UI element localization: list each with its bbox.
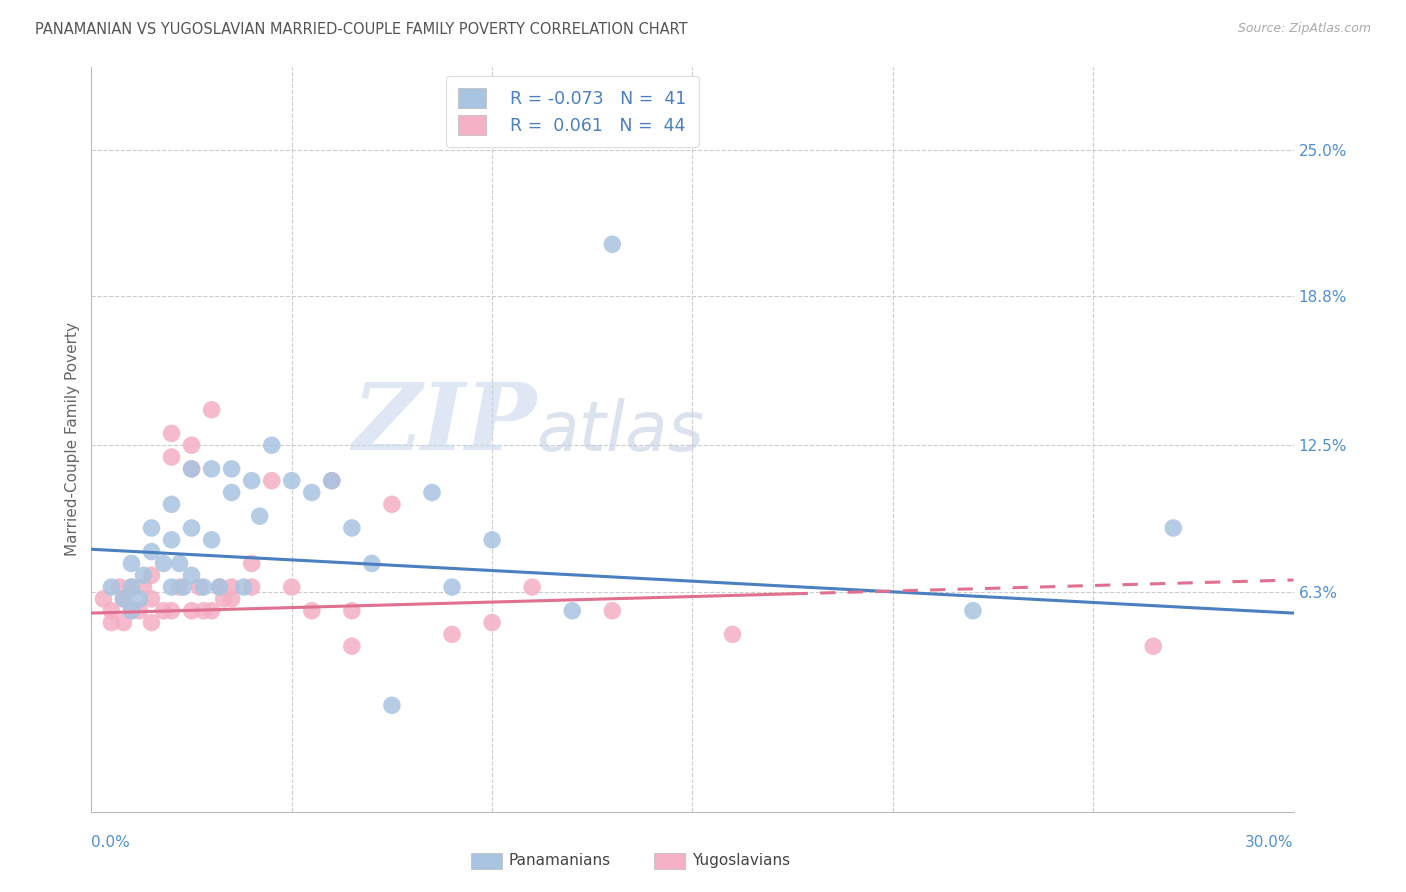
Point (420, 485, 443, 500)
Point (340, 604, 363, 618)
Point (340, 521, 363, 535)
Point (249, 509, 271, 524)
Point (208, 580, 231, 594)
Text: Yugoslavians: Yugoslavians (692, 854, 790, 868)
Text: 30.0%: 30.0% (1246, 836, 1294, 850)
Point (108, 580, 131, 594)
Point (160, 450, 183, 464)
Point (201, 604, 224, 618)
Point (180, 438, 202, 452)
Point (301, 485, 323, 500)
Text: PANAMANIAN VS YUGOSLAVIAN MARRIED-COUPLE FAMILY POVERTY CORRELATION CHART: PANAMANIAN VS YUGOSLAVIAN MARRIED-COUPLE… (35, 22, 688, 37)
Point (132, 580, 155, 594)
Point (180, 604, 202, 618)
Text: ZIP: ZIP (352, 379, 536, 469)
Point (141, 591, 163, 606)
Point (962, 604, 984, 618)
Point (121, 580, 143, 594)
Point (602, 604, 624, 618)
Point (152, 604, 174, 618)
Point (169, 557, 191, 571)
Point (440, 627, 463, 641)
Text: atlas: atlas (536, 399, 704, 466)
Point (160, 426, 183, 441)
Point (121, 557, 143, 571)
Point (100, 615, 122, 630)
Point (121, 604, 143, 618)
Point (160, 604, 183, 618)
Point (208, 580, 231, 594)
Point (381, 698, 404, 713)
Point (141, 568, 163, 582)
Point (180, 462, 202, 476)
Point (721, 627, 744, 641)
Legend:   R = -0.073   N =  41,   R =  0.061   N =  44: R = -0.073 N = 41, R = 0.061 N = 44 (446, 76, 699, 147)
Point (522, 580, 544, 594)
Point (481, 533, 503, 547)
Text: Source: ZipAtlas.com: Source: ZipAtlas.com (1237, 22, 1371, 36)
Point (112, 591, 135, 606)
Point (193, 604, 215, 618)
Point (1142, 639, 1164, 653)
Text: Panamanians: Panamanians (509, 854, 612, 868)
Point (281, 474, 304, 488)
Point (260, 474, 283, 488)
Point (440, 580, 463, 594)
Point (381, 497, 404, 511)
Point (193, 580, 215, 594)
Point (160, 497, 183, 511)
Point (201, 402, 224, 417)
Point (169, 580, 191, 594)
Point (221, 580, 243, 594)
Point (602, 237, 624, 252)
Point (561, 604, 583, 618)
Y-axis label: Married-Couple Family Poverty: Married-Couple Family Poverty (65, 322, 80, 557)
Point (240, 474, 263, 488)
Point (481, 615, 503, 630)
Point (180, 462, 202, 476)
Point (93, 591, 115, 606)
Point (128, 591, 150, 606)
Point (1163, 521, 1185, 535)
Point (141, 544, 163, 558)
Point (240, 557, 263, 571)
Point (188, 580, 211, 594)
Point (201, 533, 224, 547)
Point (100, 604, 122, 618)
Point (180, 521, 202, 535)
Point (132, 568, 155, 582)
Point (121, 604, 143, 618)
Point (141, 521, 163, 535)
Point (221, 485, 243, 500)
Point (321, 474, 343, 488)
Point (301, 604, 323, 618)
Point (340, 639, 363, 653)
Point (232, 580, 254, 594)
Point (173, 580, 195, 594)
Point (240, 580, 263, 594)
Point (112, 591, 135, 606)
Point (152, 557, 174, 571)
Point (221, 591, 243, 606)
Point (180, 568, 202, 582)
Point (128, 604, 150, 618)
Point (212, 591, 235, 606)
Point (201, 462, 224, 476)
Point (141, 615, 163, 630)
Text: 0.0%: 0.0% (91, 836, 131, 850)
Point (281, 580, 304, 594)
Point (112, 615, 135, 630)
Point (221, 462, 243, 476)
Point (260, 438, 283, 452)
Point (160, 533, 183, 547)
Point (121, 580, 143, 594)
Point (360, 557, 382, 571)
Point (321, 474, 343, 488)
Point (100, 580, 122, 594)
Point (160, 580, 183, 594)
